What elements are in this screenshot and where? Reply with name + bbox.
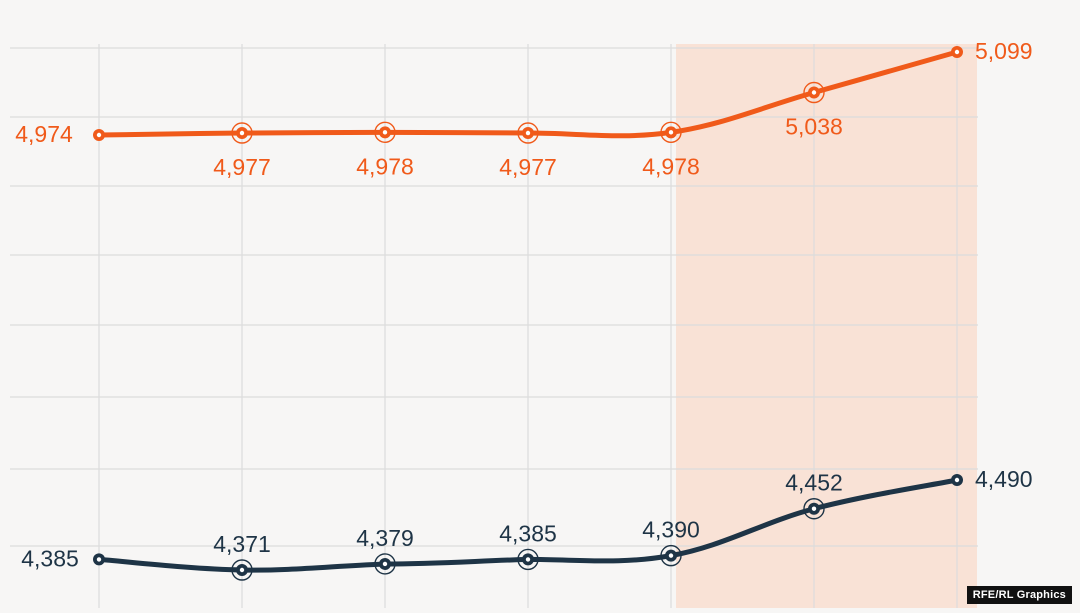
- highlight-region: [676, 44, 977, 608]
- data-label: 4,977: [213, 154, 271, 180]
- data-point-center: [96, 132, 102, 138]
- point-ring: [231, 122, 253, 144]
- data-point-center: [811, 90, 817, 95]
- point-ring: [660, 544, 682, 567]
- point-ring: [803, 498, 825, 520]
- data-label: 5,099: [975, 38, 1033, 64]
- data-label: 4,371: [213, 531, 271, 557]
- point-ring: [660, 121, 682, 144]
- data-point-center: [668, 130, 674, 135]
- data-point-center: [668, 553, 674, 558]
- data-point-center: [239, 130, 245, 136]
- data-label: 4,978: [356, 153, 414, 179]
- data-label: 4,490: [975, 466, 1033, 492]
- point-ring: [231, 559, 253, 581]
- point-ring: [803, 81, 825, 104]
- data-label: 4,974: [15, 121, 73, 147]
- point-ring: [374, 553, 396, 575]
- data-point-center: [382, 130, 388, 135]
- data-label: 4,385: [21, 545, 79, 571]
- point-ring: [374, 121, 396, 144]
- data-label: 4,379: [356, 525, 414, 551]
- data-point-center: [525, 557, 531, 562]
- data-point-center: [382, 561, 388, 567]
- data-label: 5,038: [785, 114, 843, 140]
- data-label: 4,385: [499, 520, 557, 546]
- credit-label: RFE/RL Graphics: [966, 586, 1072, 604]
- data-point-center: [96, 557, 102, 562]
- point-ring: [517, 548, 539, 571]
- data-point-center: [525, 130, 531, 136]
- data-point-center: [954, 477, 960, 483]
- data-point-center: [954, 49, 960, 55]
- data-label: 4,390: [642, 517, 700, 543]
- data-label: 4,452: [785, 470, 843, 496]
- data-label: 4,978: [642, 153, 700, 179]
- point-ring: [517, 122, 539, 144]
- data-point-center: [811, 506, 817, 511]
- data-label: 4,977: [499, 154, 557, 180]
- data-point-center: [239, 567, 245, 573]
